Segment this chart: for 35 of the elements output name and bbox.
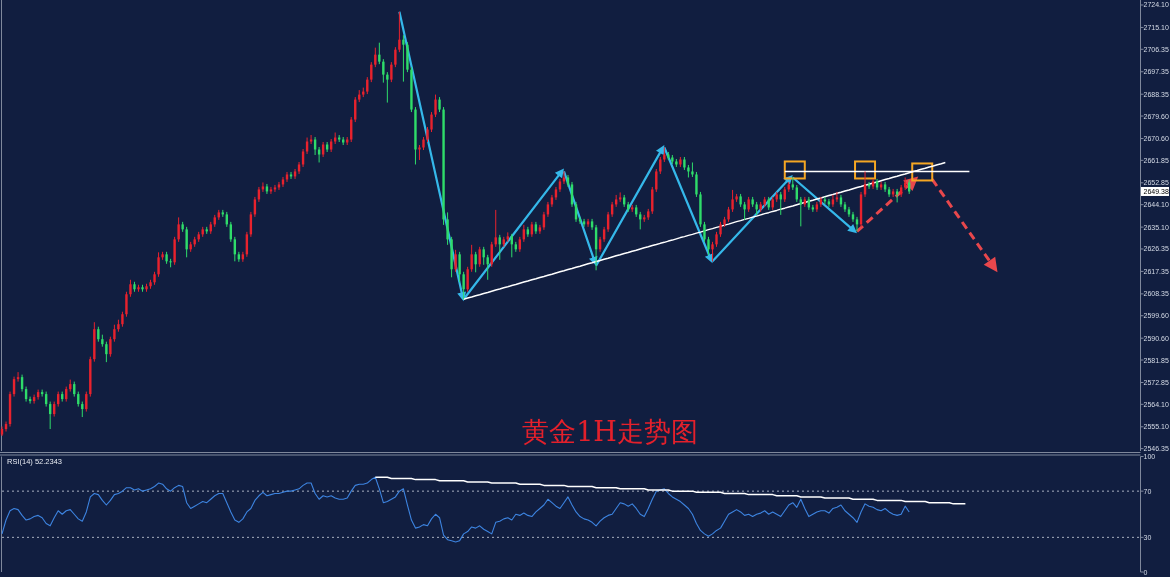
candlestick — [695, 171, 698, 198]
candlestick — [462, 271, 465, 300]
candlestick — [478, 246, 481, 268]
candlestick — [731, 189, 734, 213]
candlestick — [173, 236, 176, 266]
candlestick — [474, 251, 477, 273]
candlestick — [458, 251, 461, 283]
candlestick — [125, 291, 128, 318]
candlestick — [382, 58, 385, 84]
candlestick — [470, 244, 473, 273]
candlestick — [394, 46, 397, 68]
candlestick — [109, 336, 112, 358]
candlestick — [434, 94, 437, 118]
candlestick — [185, 226, 188, 258]
candlestick — [466, 266, 469, 293]
line-series — [374, 476, 967, 505]
line-series — [1, 476, 910, 543]
candlestick — [703, 221, 706, 243]
candlestick — [655, 168, 658, 193]
candlestick — [378, 42, 381, 65]
candlestick — [430, 111, 433, 133]
candlestick — [402, 34, 405, 83]
candlestick — [370, 61, 373, 83]
candlestick — [446, 211, 449, 246]
candlestick — [390, 61, 393, 83]
candlestick — [386, 71, 389, 104]
candlestick — [157, 251, 160, 278]
text: 黄金1H走势图 — [522, 416, 698, 447]
candlestick — [105, 341, 108, 363]
candlestick — [711, 241, 714, 262]
candlestick — [374, 47, 377, 68]
candlestick — [454, 249, 457, 273]
candlestick — [85, 391, 88, 413]
candlestick — [398, 11, 401, 53]
candlestick — [177, 216, 180, 243]
